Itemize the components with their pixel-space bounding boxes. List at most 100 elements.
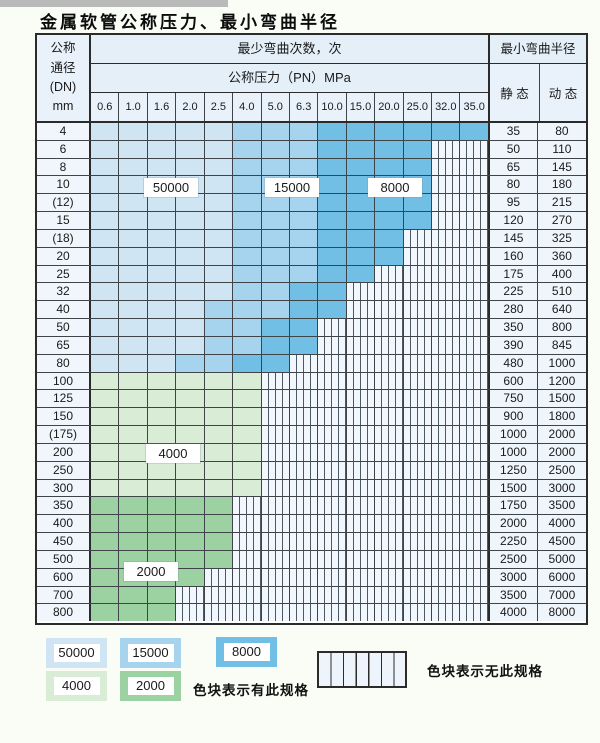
- cell-15000: [289, 265, 319, 283]
- cell-50000: [91, 336, 120, 354]
- table-row: (18) 145 325: [37, 229, 586, 248]
- cell-15000: [233, 283, 262, 301]
- legend-no-spec-text: 色块表示无此规格: [427, 664, 543, 679]
- cell-8000: [318, 229, 347, 247]
- cell-2000: [204, 533, 234, 550]
- cell-4000: [91, 426, 120, 443]
- cell-4000: [176, 461, 205, 479]
- cell-50000: [147, 354, 177, 372]
- cell-50000: [91, 283, 120, 301]
- cell-50000: [204, 140, 234, 158]
- pressure-values-row: 0.6 1.0 1.6 2.0 2.5 4.0 5.0 6.3 10.0 15.0 20.0 25.0…: [91, 93, 488, 121]
- legend-block-8000: 8000: [216, 637, 277, 667]
- table-row: 32 225 510: [37, 283, 586, 302]
- hatch-cell: [460, 550, 488, 568]
- hatch-cell: [233, 604, 262, 622]
- cell-50000: [91, 301, 120, 319]
- cell-2000: [91, 515, 120, 533]
- bend-times-header: 最少弯曲次数，次: [91, 35, 488, 64]
- hatch-cell: [318, 354, 347, 372]
- cell-50000: [91, 176, 120, 194]
- cell-8000: [318, 176, 347, 194]
- cell-4000: [233, 426, 262, 443]
- hatch-cell: [403, 604, 433, 622]
- bend-times-floating-label: 4000: [146, 444, 200, 463]
- dynamic-cell: 400: [537, 265, 586, 283]
- legend-block-label: 8000: [223, 643, 270, 661]
- legend-block-label: 15000: [127, 644, 174, 662]
- table-body: 4 35 80 6 50 110 8 65 145 10 80 180 (12) 95 215 15 120 27…: [37, 123, 586, 622]
- table-row: 50 350 800: [37, 319, 586, 337]
- hatch-cell: [460, 229, 488, 247]
- hatch-cell: [432, 176, 461, 194]
- cell-50000: [204, 158, 234, 176]
- table-row: 250 1250 2500: [37, 461, 586, 480]
- dn-cell: 400: [37, 515, 91, 533]
- static-cell: 1000: [487, 443, 538, 461]
- hatch-cell: [460, 390, 488, 408]
- dn-cell: 700: [37, 586, 91, 604]
- hatch-cell: [318, 408, 347, 426]
- cell-2000: [176, 497, 205, 515]
- bend-times-floating-label: 50000: [144, 178, 198, 197]
- hatch-cell: [375, 408, 404, 426]
- hatch-cell: [289, 426, 319, 443]
- cell-50000: [176, 140, 205, 158]
- hatch-cell: [403, 390, 433, 408]
- table-row: 300 1500 3000: [37, 479, 586, 498]
- dynamic-cell: 5000: [537, 550, 586, 568]
- cell-8000: [403, 212, 433, 229]
- cell-8000: [233, 354, 262, 372]
- legend-block-15000: 15000: [120, 638, 181, 668]
- cell-4000: [91, 479, 120, 497]
- cell-50000: [119, 283, 148, 301]
- cell-50000: [119, 265, 148, 283]
- cell-50000: [91, 265, 120, 283]
- cell-2000: [204, 515, 234, 533]
- cell-8000: [318, 212, 347, 229]
- hatch-cell: [460, 319, 488, 336]
- pressure-value-cell: 5.0: [262, 93, 290, 121]
- table-row: 25 175 400: [37, 265, 586, 284]
- cell-50000: [147, 158, 177, 176]
- cell-50000: [147, 336, 177, 354]
- hatch-cell: [318, 568, 347, 586]
- cell-4000: [119, 479, 148, 497]
- hatch-cell: [375, 390, 404, 408]
- hatch-cell: [375, 533, 404, 550]
- hatch-cell: [403, 479, 433, 497]
- cell-50000: [176, 319, 205, 336]
- cell-8000: [318, 283, 347, 301]
- dynamic-cell: 360: [537, 247, 586, 265]
- hatch-cell: [432, 194, 461, 212]
- hatch-cell: [432, 301, 461, 319]
- dn-cell: (12): [37, 194, 91, 212]
- hatch-cell: [346, 568, 376, 586]
- static-cell: 1000: [487, 426, 538, 443]
- hatch-cell: [233, 515, 262, 533]
- hatch-cell: [375, 568, 404, 586]
- cell-4000: [119, 390, 148, 408]
- hatch-cell: [432, 283, 461, 301]
- cell-50000: [119, 140, 148, 158]
- hatch-cell: [289, 461, 319, 479]
- cell-15000: [233, 212, 262, 229]
- hatch-cell: [403, 426, 433, 443]
- dynamic-cell: 145: [537, 158, 586, 176]
- table-header: 公称 通径 (DN) mm 最少弯曲次数，次 公称压力（PN）MPa 0.6 1.…: [37, 35, 586, 123]
- hatch-cell: [261, 604, 290, 622]
- cell-4000: [91, 408, 120, 426]
- cell-15000: [233, 247, 262, 265]
- cell-15000: [289, 140, 319, 158]
- cell-50000: [91, 247, 120, 265]
- hatch-cell: [289, 372, 319, 390]
- dn-cell: 100: [37, 372, 91, 390]
- table-row: 6 50 110: [37, 140, 586, 159]
- cell-50000: [176, 158, 205, 176]
- cell-15000: [289, 123, 319, 140]
- dn-cell: 40: [37, 301, 91, 319]
- cell-50000: [119, 229, 148, 247]
- hatch-cell: [346, 515, 376, 533]
- static-cell: 1500: [487, 479, 538, 497]
- table-row: 150 900 1800: [37, 408, 586, 427]
